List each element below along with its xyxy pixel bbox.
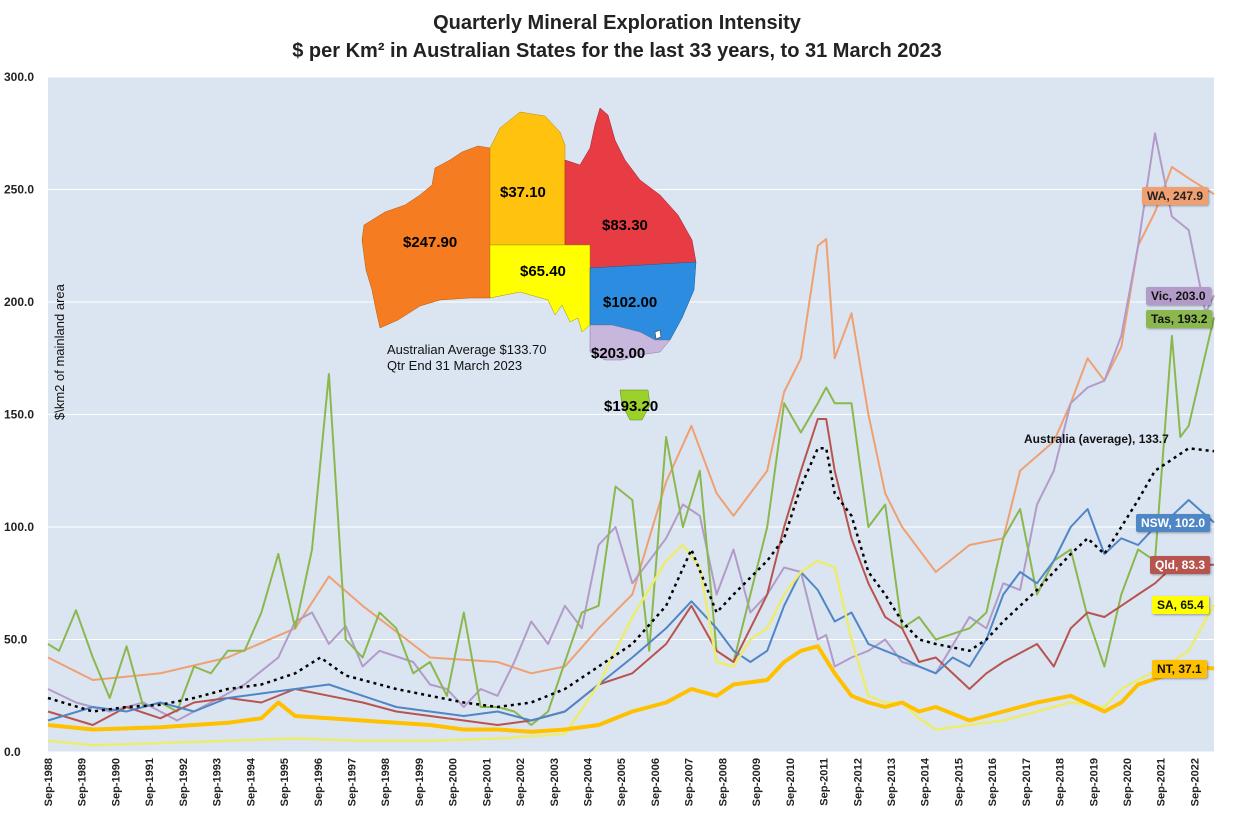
label-sa: SA, 65.4 — [1152, 596, 1209, 614]
map-value-nt: $37.10 — [500, 184, 546, 201]
y-tick-label: 50.0 — [4, 633, 28, 647]
x-tick-label: Sep-2021 — [1156, 758, 1168, 806]
y-axis-title: $\km2 of mainland area — [52, 284, 67, 420]
x-tick-label: Sep-2013 — [886, 758, 898, 806]
x-tick-label: Sep-1998 — [380, 758, 392, 806]
series-line-qld — [47, 418, 1215, 726]
series-line-nsw — [47, 499, 1215, 722]
map-value-vic: $203.00 — [591, 345, 645, 362]
y-tick-label: 300.0 — [4, 70, 34, 84]
map-state-tas — [619, 389, 651, 421]
y-tick-label: 100.0 — [4, 520, 34, 534]
x-tick-label: Sep-1988 — [43, 758, 55, 806]
y-tick-label: 150.0 — [4, 408, 34, 422]
series-line-nt — [47, 644, 1215, 734]
map-value-wa: $247.90 — [403, 234, 457, 251]
x-tick-label: Sep-2012 — [852, 758, 864, 806]
label-wa: WA, 247.9 — [1142, 187, 1209, 205]
x-tick-label: Sep-1991 — [144, 758, 156, 806]
x-tick-label: Sep-2005 — [616, 758, 628, 806]
x-tick-label: Sep-2020 — [1122, 758, 1134, 806]
y-tick-label: 250.0 — [4, 183, 34, 197]
x-tick-label: Sep-2011 — [819, 758, 831, 806]
label-nt: NT, 37.1 — [1152, 660, 1207, 678]
x-tick-label: Sep-1994 — [245, 757, 257, 806]
x-tick-label: Sep-1990 — [110, 758, 122, 806]
series-line-sa — [47, 543, 1216, 747]
x-tick-label: Sep-1996 — [313, 758, 325, 806]
x-tick-label: Sep-1993 — [212, 758, 224, 806]
map-state-vic — [589, 324, 671, 361]
x-tick-label: Sep-2017 — [1021, 758, 1033, 806]
series-line-vic — [47, 132, 1215, 722]
series-line-australia-average — [47, 447, 1215, 713]
label-nsw: NSW, 102.0 — [1136, 514, 1211, 532]
x-tick-label: Sep-2000 — [448, 758, 460, 806]
australia-map: $247.90 $37.10 $83.30 $65.40 $102.00 $20… — [361, 107, 697, 421]
map-value-nsw: $102.00 — [603, 294, 657, 311]
label-vic: Vic, 203.0 — [1146, 287, 1211, 305]
x-tick-label: Sep-1995 — [279, 758, 291, 806]
label-tas: Tas, 193.2 — [1146, 310, 1213, 328]
map-state-wa — [361, 145, 491, 329]
x-tick-label: Sep-2002 — [515, 758, 527, 806]
label-qld: Qld, 83.3 — [1150, 556, 1211, 574]
x-tick-label: Sep-2001 — [481, 758, 493, 806]
x-tick-label: Sep-2003 — [549, 758, 561, 806]
x-tick-label: Sep-2007 — [684, 758, 696, 806]
x-tick-labels: Sep-1988 Sep-1989 Sep-1990 Sep-1991 Sep-1992… — [43, 757, 1201, 806]
chart-title-line1: Quarterly Mineral Exploration Intensity — [433, 12, 801, 34]
series-line-wa — [47, 166, 1215, 681]
x-tick-label: Sep-1989 — [77, 758, 89, 806]
series-lines — [47, 132, 1216, 747]
x-tick-label: Sep-1992 — [178, 758, 190, 806]
x-tick-label: Sep-2008 — [717, 758, 729, 806]
map-value-tas: $193.20 — [604, 398, 658, 415]
x-tick-label: Sep-2018 — [1055, 758, 1067, 806]
chart-title-line2: $ per Km² in Australian States for the l… — [292, 40, 942, 62]
label-australia-average: Australia (average), 133.7 — [1024, 432, 1169, 446]
x-tick-label: Sep-2015 — [953, 758, 965, 806]
x-tick-label: Sep-2009 — [751, 758, 763, 806]
x-tick-label: Sep-2010 — [785, 758, 797, 806]
series-line-tas — [47, 317, 1215, 726]
map-state-nt — [489, 111, 566, 246]
y-tick-label: 200.0 — [4, 295, 34, 309]
x-tick-label: Sep-2004 — [583, 757, 595, 806]
map-note: Australian Average $133.70 Qtr End 31 Ma… — [387, 342, 547, 374]
x-tick-label: Sep-2016 — [987, 758, 999, 806]
map-value-sa: $65.40 — [520, 263, 566, 280]
map-value-qld: $83.30 — [602, 217, 648, 234]
x-tick-label: Sep-1999 — [414, 758, 426, 806]
map-quarter-text: Qtr End 31 March 2023 — [387, 358, 523, 373]
x-tick-label: Sep-2014 — [920, 757, 932, 806]
x-tick-label: Sep-2022 — [1189, 758, 1201, 806]
x-tick-label: Sep-2019 — [1088, 758, 1100, 806]
x-tick-label: Sep-1997 — [346, 758, 358, 806]
x-tick-label: Sep-2006 — [650, 758, 662, 806]
map-average-text: Australian Average $133.70 — [387, 342, 547, 357]
y-tick-labels: 0.0 50.0 100.0 150.0 200.0 250.0 300.0 — [4, 70, 34, 759]
map-state-act — [654, 329, 662, 340]
y-tick-label: 0.0 — [4, 745, 21, 759]
